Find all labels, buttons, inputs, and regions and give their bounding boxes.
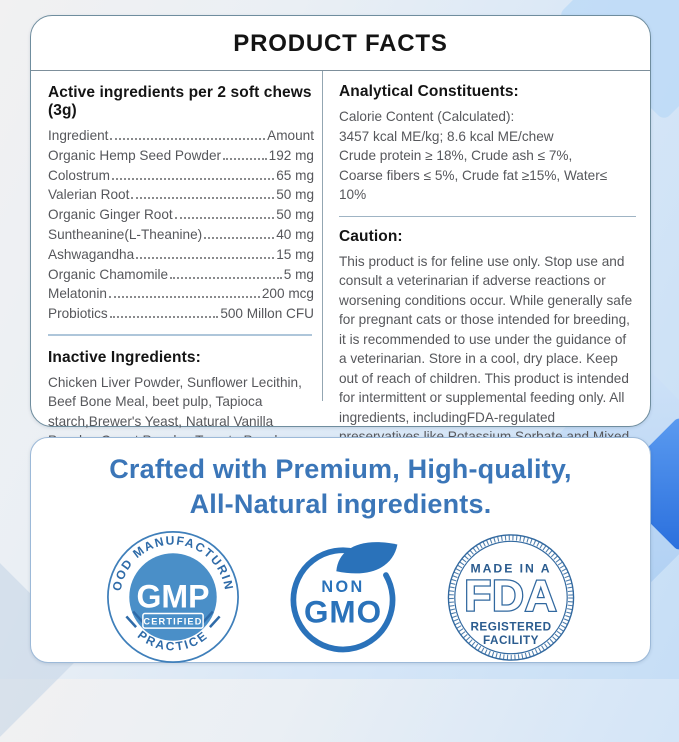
fda-facility-label: FACILITY bbox=[483, 633, 539, 646]
gmp-certified-box bbox=[141, 612, 204, 629]
analytical-line: 3457 kcal ME/kg; 8.6 kcal ME/chew bbox=[339, 128, 554, 144]
gmp-right-chevron-icon bbox=[201, 610, 221, 628]
leader-dots bbox=[170, 276, 282, 279]
analytical-heading: Analytical Constituents: bbox=[339, 83, 519, 100]
ingredient-amount: 40 mg bbox=[276, 226, 314, 242]
certification-badges: GOOD MANUFACTURING PRACTICE GMP CERTIFIE… bbox=[31, 529, 650, 665]
fda-center-label: FDA bbox=[464, 571, 557, 620]
gmp-left-chevron-icon bbox=[124, 610, 144, 628]
leader-dots bbox=[131, 197, 275, 200]
right-column: Analytical Constituents: Calorie Content… bbox=[323, 71, 650, 503]
title-divider bbox=[31, 70, 650, 71]
leader-dots bbox=[109, 316, 219, 319]
crafted-heading-line1: Crafted with Premium, High-quality, bbox=[109, 454, 572, 484]
gmp-certified-label: CERTIFIED bbox=[143, 617, 202, 627]
quality-card: Crafted with Premium, High-quality, All-… bbox=[30, 437, 651, 663]
gmp-center-label: GMP bbox=[136, 579, 209, 615]
gmp-certified-badge: GOOD MANUFACTURING PRACTICE GMP CERTIFIE… bbox=[105, 529, 239, 663]
ingredient-amount: 50 mg bbox=[276, 207, 314, 223]
ingredient-name: Colostrum bbox=[48, 167, 110, 183]
ingredient-amount: 65 mg bbox=[276, 167, 314, 183]
left-section-divider bbox=[48, 333, 312, 336]
leader-dots bbox=[174, 217, 275, 220]
caution-heading: Caution: bbox=[339, 227, 403, 245]
right-section-divider bbox=[339, 215, 636, 217]
ingredient-amount: Amount bbox=[267, 128, 314, 143]
leader-dots bbox=[223, 157, 267, 160]
fda-registered-label: REGISTERED bbox=[470, 620, 551, 633]
non-gmo-label-top: NON bbox=[321, 578, 364, 596]
fda-top-label: MADE IN A bbox=[470, 561, 551, 575]
non-gmo-label-bottom: GMO bbox=[303, 595, 381, 630]
ingredient-row: Organic Hemp Seed Powder 192 mg bbox=[48, 146, 314, 166]
ingredient-name: Organic Ginger Root bbox=[48, 207, 173, 223]
ingredient-name: Ingredient bbox=[48, 128, 109, 143]
analytical-line: Calorie Content (Calculated): bbox=[339, 109, 515, 124]
ingredient-row: Organic Ginger Root 50 mg bbox=[48, 205, 314, 225]
leaf-icon bbox=[335, 542, 397, 574]
inactive-ingredients-heading: Inactive Ingredients: bbox=[48, 348, 201, 366]
crafted-heading: Crafted with Premium, High-quality, All-… bbox=[41, 452, 640, 522]
ingredient-row: Probiotics 500 Millon CFU bbox=[48, 304, 314, 324]
ingredient-amount: 192 mg bbox=[268, 147, 314, 163]
leader-dots bbox=[108, 296, 260, 299]
ingredient-name: Organic Chamomile bbox=[48, 266, 169, 282]
analytical-line: Coarse fibers ≤ 5%, Crude fat ≥15%, Wate… bbox=[339, 167, 608, 203]
analytical-line: Crude protein ≥ 18%, Crude ash ≤ 7%, bbox=[339, 148, 573, 163]
ingredient-name: Ashwagandha bbox=[48, 246, 135, 262]
product-facts-card: PRODUCT FACTS Active ingredients per 2 s… bbox=[30, 15, 651, 503]
page-title: PRODUCT FACTS bbox=[233, 30, 448, 57]
ingredient-amount: 50 mg bbox=[276, 187, 314, 203]
ingredient-row: Organic Chamomile 5 mg bbox=[48, 265, 314, 285]
active-ingredients-list: Ingredient Amount Organic Hemp Seed Powd… bbox=[48, 126, 314, 324]
ingredient-amount: 5 mg bbox=[283, 266, 314, 282]
ingredient-name: Probiotics bbox=[48, 306, 108, 322]
ingredient-amount: 200 mcg bbox=[261, 286, 314, 302]
ingredient-row: Ingredient Amount bbox=[48, 126, 314, 146]
ingredient-name: Valerian Root bbox=[48, 187, 130, 203]
fda-registered-badge: MADE IN A FDA REGISTERED FACILITY bbox=[447, 533, 574, 661]
ingredient-row: Colostrum 65 mg bbox=[48, 166, 314, 186]
active-ingredients-heading: Active ingredients per 2 soft chews (3g) bbox=[48, 84, 312, 119]
ingredient-amount: 15 mg bbox=[276, 246, 314, 262]
ingredient-name: Suntheanine(L-Theanine) bbox=[48, 226, 203, 242]
leader-dots bbox=[136, 256, 275, 259]
fda-hatched-rim bbox=[448, 534, 573, 660]
ingredient-name: Melatonin bbox=[48, 286, 107, 302]
crafted-heading-line2: All-Natural ingredients. bbox=[189, 489, 492, 519]
ingredient-amount: 500 Millon CFU bbox=[220, 306, 314, 322]
non-gmo-circle bbox=[290, 547, 395, 653]
ingredient-row: Valerian Root 50 mg bbox=[48, 185, 314, 205]
ingredient-row: Ashwagandha 15 mg bbox=[48, 245, 314, 265]
non-gmo-badge: NON GMO bbox=[290, 542, 397, 653]
facts-columns: Active ingredients per 2 soft chews (3g)… bbox=[31, 71, 650, 503]
leader-dots bbox=[111, 177, 275, 180]
leader-dots bbox=[110, 138, 266, 140]
ingredient-row: Suntheanine(L-Theanine) 40 mg bbox=[48, 225, 314, 245]
ingredient-row: Melatonin 200 mcg bbox=[48, 284, 314, 304]
leader-dots bbox=[204, 236, 275, 239]
ingredient-name: Organic Hemp Seed Powder bbox=[48, 147, 222, 163]
active-ingredients-section: Active ingredients per 2 soft chews (3g)… bbox=[31, 71, 323, 487]
